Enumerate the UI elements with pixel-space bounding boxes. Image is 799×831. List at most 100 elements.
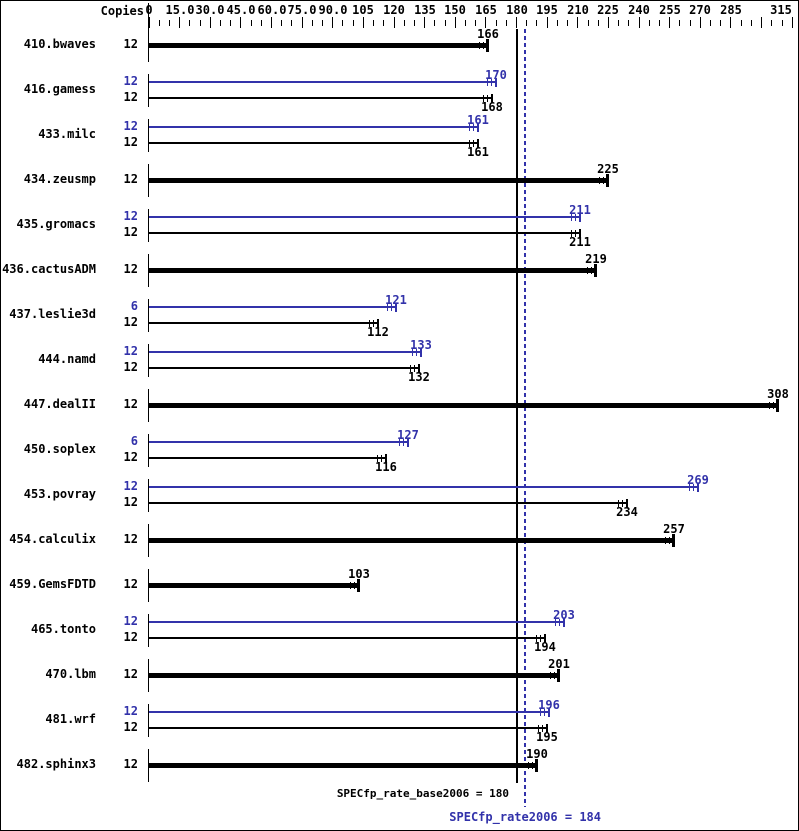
bar-value-label: 196 (538, 698, 560, 712)
bar-minmax-tick (369, 320, 370, 327)
axis-minor-tick (618, 20, 619, 26)
bar-end-cap (385, 454, 387, 463)
axis-minor-tick (526, 20, 527, 26)
axis-minor-tick (373, 20, 374, 26)
bar-line (149, 673, 559, 678)
axis-minor-tick (312, 20, 313, 26)
axis-minor-tick (169, 20, 170, 26)
bar-line (149, 97, 492, 99)
bar-minmax-tick (554, 672, 555, 679)
axis-major-tick (455, 17, 456, 28)
axis-tick-label: 0 (145, 3, 153, 17)
axis-minor-tick (200, 20, 201, 26)
axis-minor-tick (679, 20, 680, 26)
bar-end-cap (544, 634, 546, 643)
bar-minmax-tick (410, 365, 411, 372)
copies-label: 6 (130, 434, 138, 448)
bar-minmax-tick (373, 320, 374, 327)
copies-label: 12 (123, 720, 138, 734)
row-axis-stub (148, 659, 149, 692)
copies-label: 12 (123, 495, 138, 509)
axis-minor-tick (751, 20, 752, 26)
benchmark-label: 437.leslie3d (9, 307, 96, 321)
bar-value-label: 161 (467, 113, 489, 127)
bar-minmax-tick (377, 455, 378, 462)
copies-label: 12 (123, 450, 138, 464)
axis-minor-tick (741, 20, 742, 26)
axis-major-tick (363, 17, 364, 28)
bar-end-cap (579, 229, 581, 238)
bar-end-cap (546, 724, 548, 733)
bar-line (149, 457, 386, 459)
bar-end-cap (606, 174, 609, 187)
axis-tick-label: 165 (475, 3, 497, 17)
copies-label: 12 (123, 262, 138, 276)
bar-minmax-tick (469, 124, 470, 131)
bar-minmax-tick (618, 500, 619, 507)
bar-value-label: 225 (597, 162, 619, 176)
bar-line (149, 403, 778, 408)
bar-end-cap (495, 78, 497, 87)
axis-major-tick (271, 17, 272, 28)
bar-end-cap (407, 438, 409, 447)
axis-minor-tick (659, 20, 660, 26)
copies-column-header: Copies (100, 4, 144, 18)
bar-end-cap (491, 94, 493, 103)
bar-end-cap (535, 759, 538, 772)
bar-minmax-tick (487, 95, 488, 102)
bar-end-cap (357, 579, 360, 592)
copies-label: 12 (123, 630, 138, 644)
bar-value-label: 112 (367, 325, 389, 339)
axis-minor-tick (536, 20, 537, 26)
bar-minmax-tick (483, 95, 484, 102)
bar-minmax-tick (414, 365, 415, 372)
axis-tick-label: 150 (444, 3, 466, 17)
bar-value-label: 190 (526, 747, 548, 761)
axis-major-tick (516, 17, 517, 28)
axis-tick-label: 255 (659, 3, 681, 17)
row-axis-stub (148, 209, 149, 242)
axis-major-tick (394, 17, 395, 28)
row-axis-stub (148, 479, 149, 512)
copies-label: 12 (123, 315, 138, 329)
axis-minor-tick (445, 20, 446, 26)
bar-minmax-tick (473, 124, 474, 131)
axis-major-tick (210, 17, 211, 28)
benchmark-label: 459.GemsFDTD (9, 577, 96, 591)
benchmark-label: 444.namd (38, 352, 96, 366)
bar-line (149, 727, 547, 729)
axis-tick-label: 270 (689, 3, 711, 17)
axis-major-tick (792, 17, 793, 28)
bar-minmax-tick (536, 635, 537, 642)
bar-line (149, 81, 496, 83)
copies-label: 12 (123, 532, 138, 546)
bar-minmax-tick (381, 455, 382, 462)
axis-minor-tick (159, 20, 160, 26)
bar-minmax-tick (693, 484, 694, 491)
bar-line (149, 126, 478, 128)
bar-line (149, 637, 545, 639)
bar-minmax-tick (689, 484, 690, 491)
bar-value-label: 170 (485, 68, 507, 82)
bar-minmax-tick (469, 140, 470, 147)
bar-minmax-tick (571, 214, 572, 221)
bar-end-cap (594, 264, 597, 277)
axis-tick-label: 75.0 (287, 3, 317, 17)
benchmark-label: 434.zeusmp (23, 172, 96, 186)
benchmark-label: 410.bwaves (23, 37, 96, 51)
axis-major-tick (700, 17, 701, 28)
bar-minmax-tick (571, 230, 572, 237)
bar-line (149, 583, 359, 588)
bar-end-cap (395, 303, 397, 312)
bar-minmax-tick (544, 709, 545, 716)
bar-minmax-tick (479, 42, 480, 49)
bar-end-cap (557, 669, 560, 682)
bar-line (149, 43, 488, 48)
axis-tick-label: 45.0 (226, 3, 256, 17)
benchmark-label: 433.milc (38, 127, 96, 141)
bar-minmax-tick (599, 177, 600, 184)
bar-line (149, 441, 408, 443)
row-axis-stub (148, 524, 149, 557)
axis-minor-tick (251, 20, 252, 26)
bar-line (149, 351, 421, 353)
